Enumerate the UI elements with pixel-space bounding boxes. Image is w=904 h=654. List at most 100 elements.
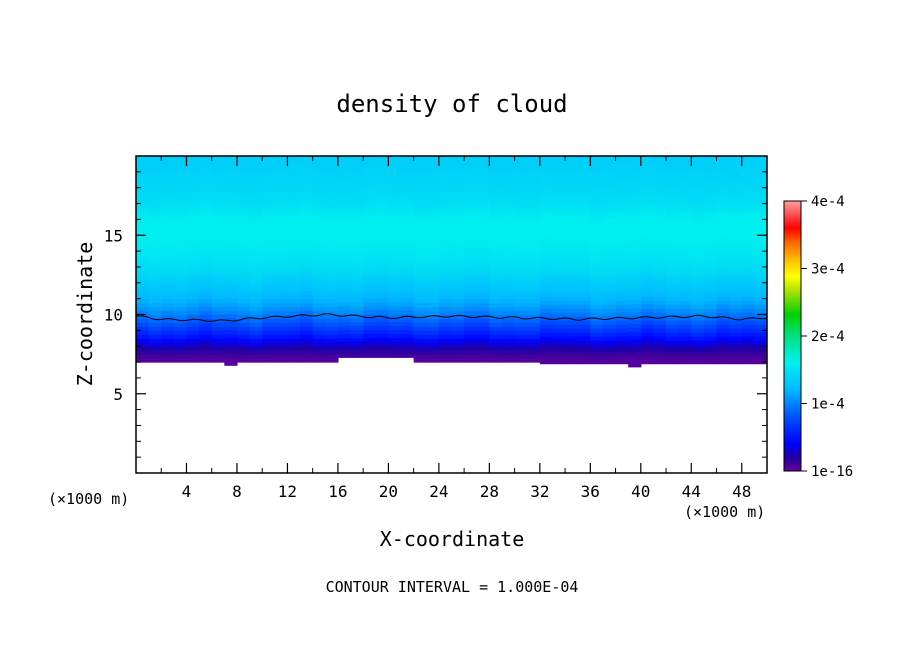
field-cell bbox=[401, 218, 415, 224]
field-cell bbox=[666, 228, 680, 234]
field-cell bbox=[401, 234, 415, 240]
field-cell bbox=[666, 220, 680, 226]
field-cell bbox=[274, 266, 289, 272]
field-cell bbox=[514, 354, 528, 359]
field-cell bbox=[666, 165, 680, 171]
field-cell bbox=[451, 243, 465, 248]
field-cell bbox=[653, 280, 667, 285]
field-cell bbox=[691, 304, 705, 309]
field-cell bbox=[161, 235, 175, 240]
field-cell bbox=[615, 260, 629, 266]
field-cell bbox=[476, 278, 490, 284]
field-cell bbox=[438, 310, 453, 316]
field-cell bbox=[426, 318, 440, 324]
field-cell bbox=[602, 236, 617, 242]
field-cell bbox=[413, 191, 427, 197]
field-cell bbox=[426, 322, 440, 327]
field-cell bbox=[729, 244, 743, 250]
field-cell bbox=[413, 334, 427, 339]
field-cell bbox=[565, 240, 579, 246]
field-cell bbox=[413, 322, 427, 327]
field-cell bbox=[236, 183, 251, 189]
field-cell bbox=[577, 248, 591, 254]
field-cell bbox=[741, 355, 755, 361]
field-cell bbox=[716, 264, 730, 270]
field-cell bbox=[426, 278, 440, 284]
field-cell bbox=[754, 324, 767, 329]
field-cell bbox=[666, 359, 680, 365]
field-cell bbox=[186, 215, 200, 220]
field-cell bbox=[363, 258, 377, 263]
field-cell bbox=[476, 306, 490, 312]
field-cell bbox=[628, 200, 642, 205]
field-cell bbox=[754, 339, 767, 345]
field-cell bbox=[375, 289, 389, 295]
field-cell bbox=[628, 287, 642, 293]
field-cell bbox=[211, 350, 225, 355]
field-cell bbox=[375, 353, 389, 358]
field-cell bbox=[325, 156, 339, 161]
field-cell bbox=[300, 354, 314, 359]
field-cell bbox=[539, 220, 554, 226]
field-cell bbox=[451, 262, 465, 268]
field-cell bbox=[199, 306, 213, 312]
field-cell bbox=[552, 244, 566, 250]
field-cell bbox=[363, 163, 377, 168]
field-cell bbox=[300, 294, 314, 300]
field-cell bbox=[691, 165, 705, 171]
field-cell bbox=[602, 181, 617, 186]
field-cell bbox=[741, 260, 755, 266]
field-cell bbox=[199, 183, 213, 189]
field-cell bbox=[615, 156, 629, 159]
field-cell bbox=[363, 246, 377, 251]
field-cell bbox=[173, 203, 188, 209]
field-cell bbox=[527, 330, 541, 335]
field-cell bbox=[703, 359, 718, 365]
field-cell bbox=[413, 302, 427, 308]
field-cell bbox=[729, 220, 743, 226]
field-cell bbox=[754, 343, 767, 349]
field-cell bbox=[325, 266, 339, 272]
field-cell bbox=[565, 209, 579, 214]
field-cell bbox=[590, 304, 604, 309]
field-cell bbox=[552, 201, 566, 206]
field-cell bbox=[703, 169, 718, 175]
field-cell bbox=[211, 211, 225, 217]
field-cell bbox=[666, 280, 680, 285]
field-cell bbox=[691, 161, 705, 167]
field-cell bbox=[375, 226, 389, 232]
field-cell bbox=[199, 358, 213, 363]
field-cell bbox=[514, 262, 528, 268]
field-cell bbox=[754, 276, 767, 282]
field-cell bbox=[413, 318, 427, 324]
field-cell bbox=[300, 266, 314, 272]
field-cell bbox=[401, 242, 415, 247]
field-cell bbox=[754, 209, 767, 214]
field-cell bbox=[199, 247, 213, 252]
field-cell bbox=[262, 322, 276, 327]
field-cell bbox=[741, 276, 755, 282]
field-cell bbox=[577, 304, 591, 309]
field-cell bbox=[653, 228, 667, 234]
field-cell bbox=[249, 195, 263, 201]
field-cell bbox=[691, 157, 705, 163]
field-cell bbox=[300, 326, 314, 331]
field-cell bbox=[590, 201, 604, 206]
field-cell bbox=[199, 231, 213, 236]
field-cell bbox=[565, 304, 579, 309]
field-cell bbox=[653, 264, 667, 270]
field-cell bbox=[501, 346, 516, 351]
field-cell bbox=[615, 355, 629, 361]
field-cell bbox=[401, 171, 415, 176]
field-cell bbox=[199, 338, 213, 343]
field-cell bbox=[653, 240, 667, 246]
field-cell bbox=[325, 322, 339, 327]
field-cell bbox=[350, 234, 364, 240]
field-cell bbox=[287, 306, 301, 312]
field-cell bbox=[716, 201, 730, 206]
field-cell bbox=[300, 215, 314, 220]
field-cell bbox=[401, 258, 415, 263]
field-cell bbox=[325, 358, 339, 363]
field-cell bbox=[615, 228, 629, 234]
field-cell bbox=[539, 320, 554, 325]
